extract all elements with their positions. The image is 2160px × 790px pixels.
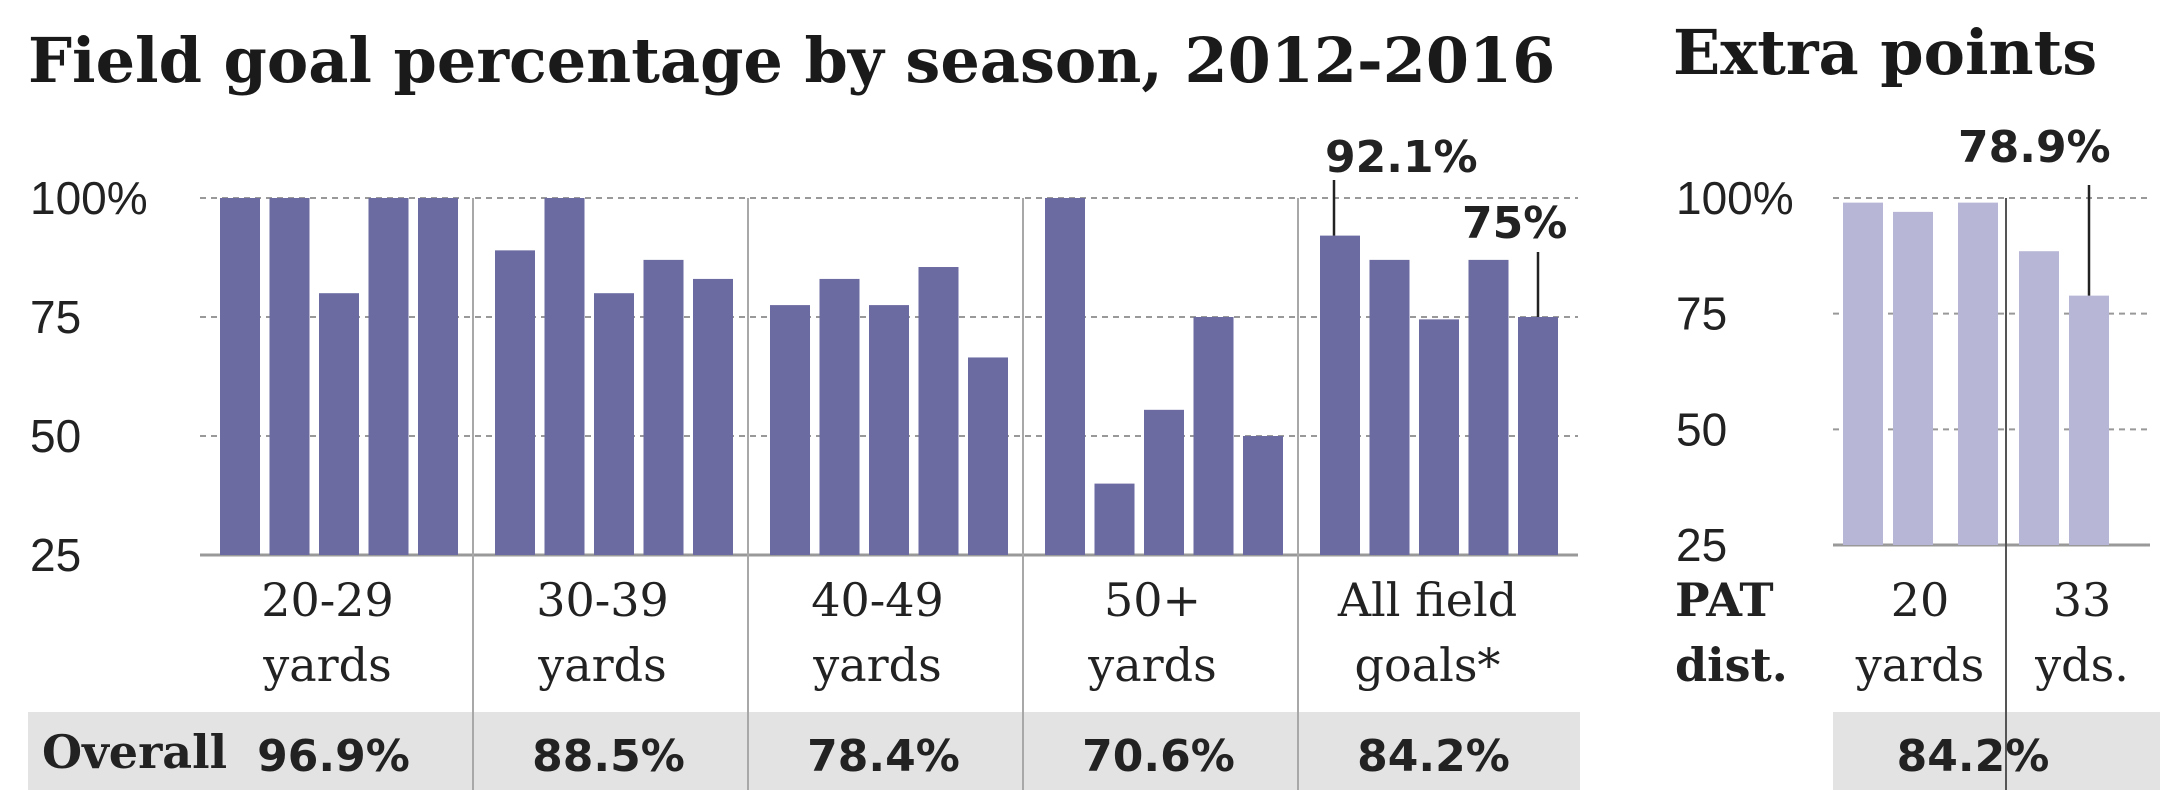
category-label: yards — [262, 638, 391, 692]
y-tick-label: 25 — [30, 529, 81, 581]
category-label: yds. — [2034, 638, 2129, 692]
bar — [1243, 436, 1283, 555]
category-label: 20 — [1891, 573, 1950, 627]
bar — [1958, 202, 1998, 546]
y-tick-label: 100% — [1676, 172, 1794, 224]
category-label: yards — [537, 638, 666, 692]
annotation-label: 75% — [1462, 198, 1567, 249]
y-tick-label: 25 — [1676, 519, 1727, 571]
bar — [594, 293, 634, 555]
bar — [1893, 211, 1933, 545]
bar — [1468, 259, 1509, 555]
extra-points-title: Extra points — [1673, 16, 2097, 89]
y-tick-label: 75 — [1676, 288, 1727, 340]
bar — [643, 259, 684, 555]
bar — [1193, 317, 1234, 555]
y-tick-label: 100% — [30, 172, 148, 224]
overall-value: 96.9% — [257, 731, 410, 782]
bar — [1518, 317, 1558, 555]
bar — [544, 198, 585, 555]
bar — [770, 305, 810, 555]
category-label: goals* — [1355, 638, 1501, 692]
overall-value: 84.2% — [1357, 731, 1510, 782]
bar — [693, 278, 733, 555]
category-label: All field — [1337, 573, 1517, 627]
bar — [1419, 319, 1459, 555]
category-label: 30-39 — [536, 573, 669, 627]
category-label: 50+ — [1104, 573, 1201, 627]
overall-value: 70.6% — [1082, 731, 1235, 782]
category-label: 40-49 — [811, 573, 944, 627]
bar — [418, 198, 458, 555]
annotation-label: 78.9% — [1958, 122, 2111, 173]
category-label: 20-29 — [261, 573, 394, 627]
category-label: yards — [1855, 638, 1984, 692]
bar — [918, 267, 959, 555]
pat-label: PAT — [1675, 573, 1774, 627]
bar — [368, 198, 409, 555]
overall-value: 84.2% — [1897, 731, 2050, 782]
category-label: yards — [812, 638, 941, 692]
bar — [2069, 295, 2109, 545]
bar — [2019, 251, 2059, 545]
bar — [269, 198, 310, 555]
overall-band — [28, 712, 1580, 790]
annotation-label: 92.1% — [1325, 132, 1478, 183]
y-tick-label: 50 — [30, 410, 81, 462]
pat-label: dist. — [1675, 638, 1788, 692]
bar — [1144, 409, 1184, 555]
bar — [220, 198, 260, 555]
bar — [1320, 235, 1360, 555]
y-tick-label: 50 — [1676, 403, 1727, 455]
category-label: yards — [1087, 638, 1216, 692]
bar — [968, 357, 1008, 555]
category-label: 33 — [2053, 573, 2112, 627]
overall-band — [1833, 712, 2160, 790]
overall-value: 78.4% — [807, 731, 960, 782]
bar — [495, 250, 535, 556]
bar — [319, 293, 359, 555]
overall-label: Overall — [42, 725, 227, 779]
bar — [1045, 198, 1085, 555]
bar — [869, 305, 909, 555]
overall-value: 88.5% — [532, 731, 685, 782]
bar — [1369, 259, 1410, 555]
chart-title: Field goal percentage by season, 2012-20… — [28, 24, 1555, 97]
bar — [819, 278, 860, 555]
bar — [1843, 202, 1883, 546]
y-tick-label: 75 — [30, 291, 81, 343]
bar — [1094, 483, 1135, 555]
